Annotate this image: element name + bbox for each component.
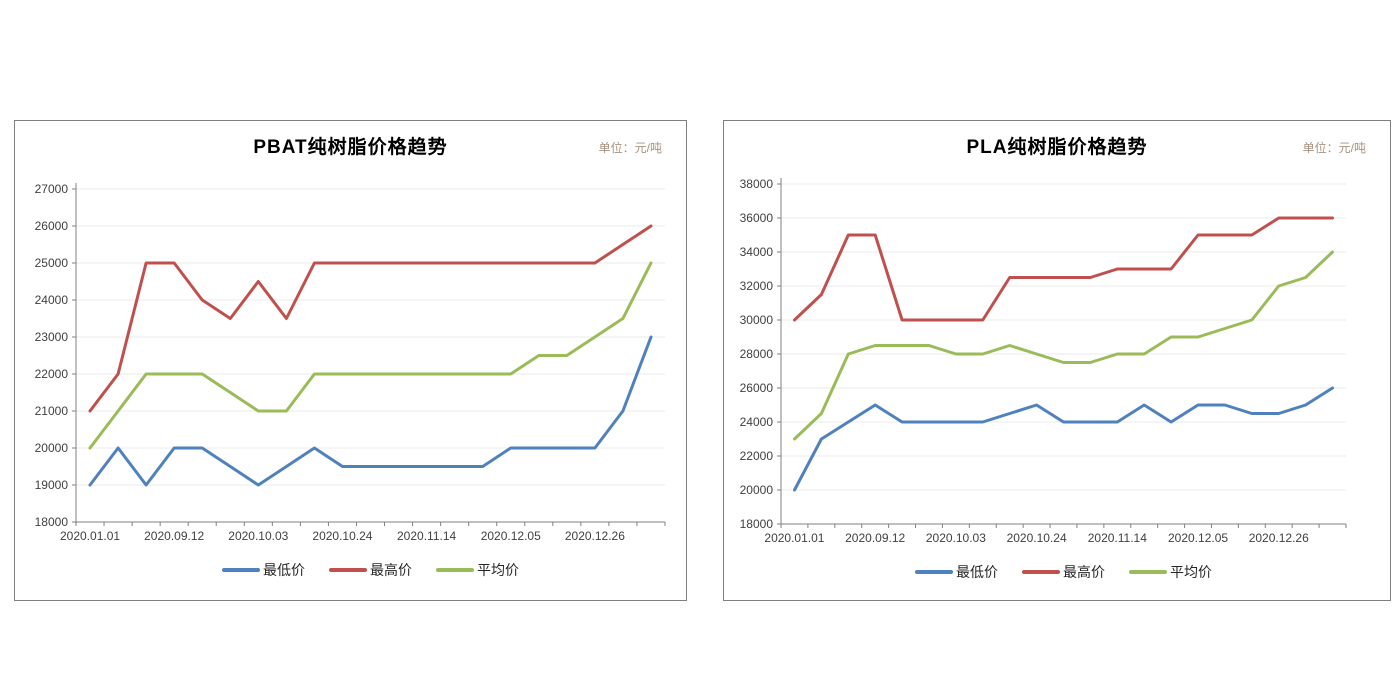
pbat-unit-label: 单位：元/吨 xyxy=(598,141,662,155)
y-axis-tick-label: 22000 xyxy=(740,449,774,463)
y-axis-tick-label: 24000 xyxy=(35,293,69,307)
x-axis-tick-label: 2020.12.26 xyxy=(565,529,625,543)
legend-label-max: 最高价 xyxy=(1063,564,1105,580)
pla-chart-panel: PLA纯树脂价格趋势 单位：元/吨 18000 20000 22000 24000 26… xyxy=(723,120,1391,601)
y-axis-tick-label: 18000 xyxy=(740,517,774,531)
y-axis-tick-label: 25000 xyxy=(35,256,69,270)
legend-item-max: 最高价 xyxy=(329,560,412,580)
x-axis-tick-label: 2020.09.12 xyxy=(845,531,905,545)
pbat-chart-plot: 18000 19000 20000 21000 22000 23000 24000 25000… xyxy=(35,182,666,543)
y-axis-tick-label: 19000 xyxy=(35,478,69,492)
series-line-avg xyxy=(793,250,1334,441)
legend-label-avg: 平均价 xyxy=(1170,564,1212,580)
pla-chart-plot: 18000 20000 22000 24000 26000 28000 30000 32000… xyxy=(740,177,1347,545)
pbat-chart-title: PBAT纯树脂价格趋势 xyxy=(253,137,448,158)
x-axis-tick-label: 2020.10.03 xyxy=(228,529,288,543)
x-axis-tick-label: 2020.11.14 xyxy=(397,529,456,543)
y-axis-tick-label: 26000 xyxy=(740,381,774,395)
x-axis-tick-label: 2020.12.26 xyxy=(1249,531,1309,545)
series-line-min xyxy=(88,335,653,487)
y-axis-tick-label: 21000 xyxy=(35,404,69,418)
x-axis-tick-label: 2020.01.01 xyxy=(764,531,824,545)
y-axis-tick-label: 26000 xyxy=(35,219,69,233)
x-axis-tick-label: 2020.10.03 xyxy=(926,531,986,545)
y-axis-tick-label: 32000 xyxy=(740,279,774,293)
legend-swatch-min xyxy=(915,570,953,574)
y-axis-tick-label: 38000 xyxy=(740,177,774,191)
legend-item-min: 最低价 xyxy=(222,560,305,580)
series-line-min xyxy=(793,386,1334,492)
legend-item-avg: 平均价 xyxy=(436,560,519,580)
x-axis-tick-label: 2020.12.05 xyxy=(481,529,541,543)
legend-swatch-avg xyxy=(436,568,474,572)
series-line-max xyxy=(88,224,653,413)
x-axis-tick-label: 2020.10.24 xyxy=(312,529,372,543)
pbat-chart-panel: PBAT纯树脂价格趋势 单位：元/吨 18000 19000 20000 21000 2… xyxy=(14,120,687,601)
legend-label-min: 最低价 xyxy=(956,564,998,580)
y-axis-tick-label: 36000 xyxy=(740,211,774,225)
pla-legend: 最低价 最高价 平均价 xyxy=(781,562,1346,582)
legend-swatch-avg xyxy=(1129,570,1167,574)
y-axis-tick-label: 20000 xyxy=(35,441,69,455)
x-axis-tick-label: 2020.11.14 xyxy=(1088,531,1147,545)
y-axis-tick-label: 20000 xyxy=(740,483,774,497)
legend-item-max: 最高价 xyxy=(1022,562,1105,582)
legend-label-avg: 平均价 xyxy=(477,562,519,578)
legend-label-min: 最低价 xyxy=(263,562,305,578)
y-axis-tick-label: 23000 xyxy=(35,330,69,344)
x-axis-tick-label: 2020.01.01 xyxy=(60,529,120,543)
y-axis-tick-label: 28000 xyxy=(740,347,774,361)
legend-swatch-max xyxy=(329,568,367,572)
legend-item-avg: 平均价 xyxy=(1129,562,1212,582)
y-axis-tick-label: 30000 xyxy=(740,313,774,327)
legend-item-min: 最低价 xyxy=(915,562,998,582)
series-line-avg xyxy=(88,261,653,450)
pla-unit-label: 单位：元/吨 xyxy=(1302,141,1366,155)
pla-chart-title: PLA纯树脂价格趋势 xyxy=(966,137,1148,158)
x-axis-tick-label: 2020.12.05 xyxy=(1168,531,1228,545)
y-axis-tick-label: 34000 xyxy=(740,245,774,259)
series-line-max xyxy=(793,216,1334,322)
x-axis-tick-label: 2020.10.24 xyxy=(1007,531,1067,545)
y-axis-tick-label: 24000 xyxy=(740,415,774,429)
legend-label-max: 最高价 xyxy=(370,562,412,578)
y-axis-tick-label: 27000 xyxy=(35,182,69,196)
x-axis-tick-label: 2020.09.12 xyxy=(144,529,204,543)
legend-swatch-max xyxy=(1022,570,1060,574)
y-axis-tick-label: 18000 xyxy=(35,515,69,529)
y-axis-tick-label: 22000 xyxy=(35,367,69,381)
pbat-legend: 最低价 最高价 平均价 xyxy=(76,560,665,580)
legend-swatch-min xyxy=(222,568,260,572)
